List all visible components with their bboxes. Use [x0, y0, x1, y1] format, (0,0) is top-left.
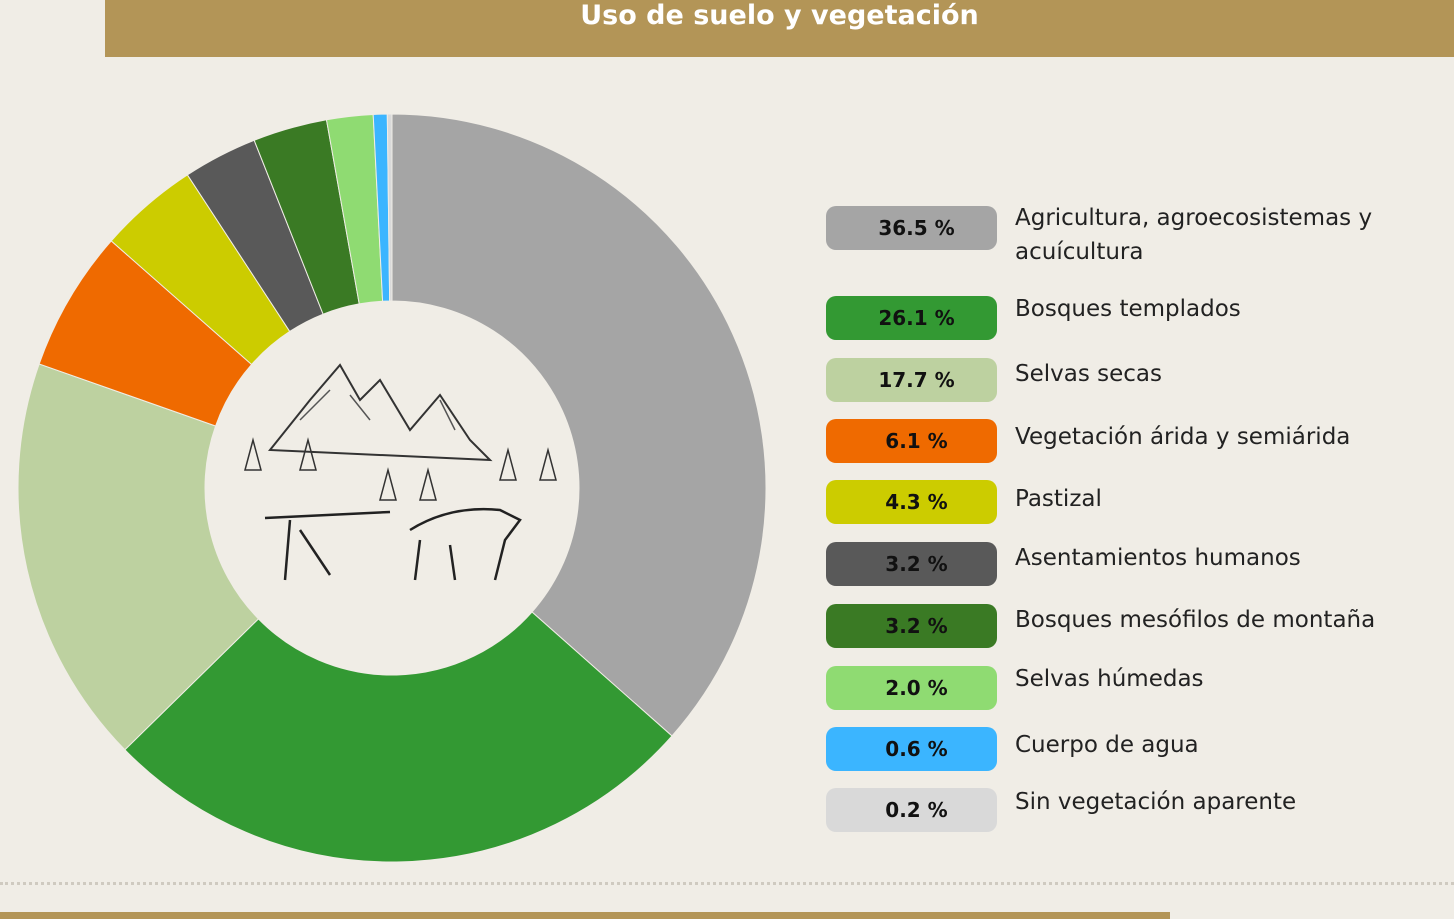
legend-value: 2.0 %: [826, 666, 997, 710]
legend-label: Agricultura, agroecosistemas y acuícultu…: [1015, 205, 1373, 265]
bottom-bar: [0, 912, 1170, 919]
legend-value: 26.1 %: [826, 296, 997, 340]
legend-label: Pastizal: [1015, 486, 1102, 512]
legend-label: Asentamientos humanos: [1015, 545, 1301, 571]
legend-label: Selvas secas: [1015, 361, 1162, 387]
legend-label: Vegetación árida y semiárida: [1015, 424, 1351, 450]
dotted-divider: [0, 882, 1454, 885]
legend-value: 6.1 %: [826, 419, 997, 463]
donut-segment: [391, 113, 767, 737]
legend-label: Cuerpo de agua: [1015, 732, 1199, 758]
title-bar: Uso de suelo y vegetación: [105, 0, 1454, 57]
legend-value: 36.5 %: [826, 206, 997, 250]
legend-label: Sin vegetación aparente: [1015, 789, 1297, 815]
legend-value: 4.3 %: [826, 480, 997, 524]
donut-segment: [386, 113, 393, 302]
legend-value: 3.2 %: [826, 542, 997, 586]
center-illustration: [206, 302, 578, 674]
donut-segment: [124, 611, 673, 863]
chart-title: Uso de suelo y vegetación: [580, 0, 979, 31]
legend-value: 0.6 %: [826, 727, 997, 771]
donut-chart: [17, 113, 767, 863]
donut-segment: [17, 363, 260, 751]
legend-label: Bosques templados: [1015, 296, 1241, 322]
legend-value: 17.7 %: [826, 358, 997, 402]
legend-label: Selvas húmedas: [1015, 666, 1204, 692]
legend-label: Bosques mesófilos de montaña: [1015, 607, 1376, 633]
legend-value: 0.2 %: [826, 788, 997, 832]
legend-value: 3.2 %: [826, 604, 997, 648]
